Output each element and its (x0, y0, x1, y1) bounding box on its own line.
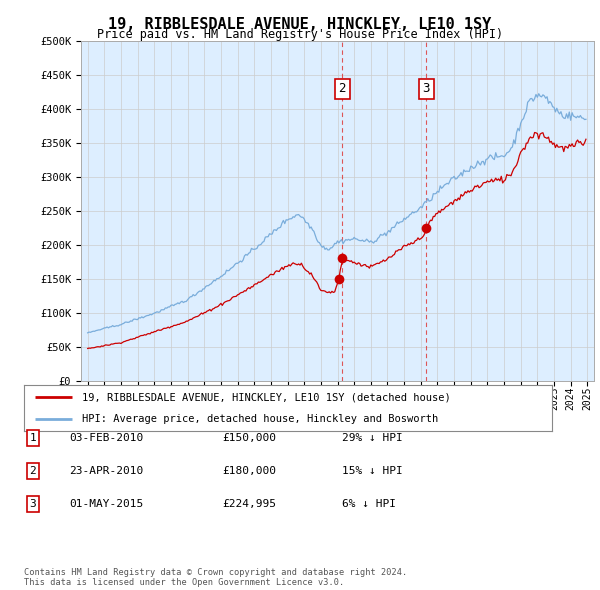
Text: 19, RIBBLESDALE AVENUE, HINCKLEY, LE10 1SY (detached house): 19, RIBBLESDALE AVENUE, HINCKLEY, LE10 1… (82, 392, 451, 402)
Text: £150,000: £150,000 (222, 433, 276, 442)
Text: £224,995: £224,995 (222, 499, 276, 509)
Text: 2: 2 (29, 466, 37, 476)
Text: 29% ↓ HPI: 29% ↓ HPI (342, 433, 403, 442)
Text: £180,000: £180,000 (222, 466, 276, 476)
Text: 23-APR-2010: 23-APR-2010 (69, 466, 143, 476)
Text: 6% ↓ HPI: 6% ↓ HPI (342, 499, 396, 509)
Text: 03-FEB-2010: 03-FEB-2010 (69, 433, 143, 442)
Text: 3: 3 (29, 499, 37, 509)
Text: Contains HM Land Registry data © Crown copyright and database right 2024.: Contains HM Land Registry data © Crown c… (24, 568, 407, 577)
Text: 3: 3 (422, 82, 430, 96)
Text: 2: 2 (338, 82, 346, 96)
Text: 1: 1 (29, 433, 37, 442)
Text: 01-MAY-2015: 01-MAY-2015 (69, 499, 143, 509)
Text: This data is licensed under the Open Government Licence v3.0.: This data is licensed under the Open Gov… (24, 578, 344, 587)
Text: Price paid vs. HM Land Registry's House Price Index (HPI): Price paid vs. HM Land Registry's House … (97, 28, 503, 41)
Text: 19, RIBBLESDALE AVENUE, HINCKLEY, LE10 1SY: 19, RIBBLESDALE AVENUE, HINCKLEY, LE10 1… (109, 17, 491, 31)
Text: HPI: Average price, detached house, Hinckley and Bosworth: HPI: Average price, detached house, Hinc… (82, 414, 439, 424)
Text: 15% ↓ HPI: 15% ↓ HPI (342, 466, 403, 476)
